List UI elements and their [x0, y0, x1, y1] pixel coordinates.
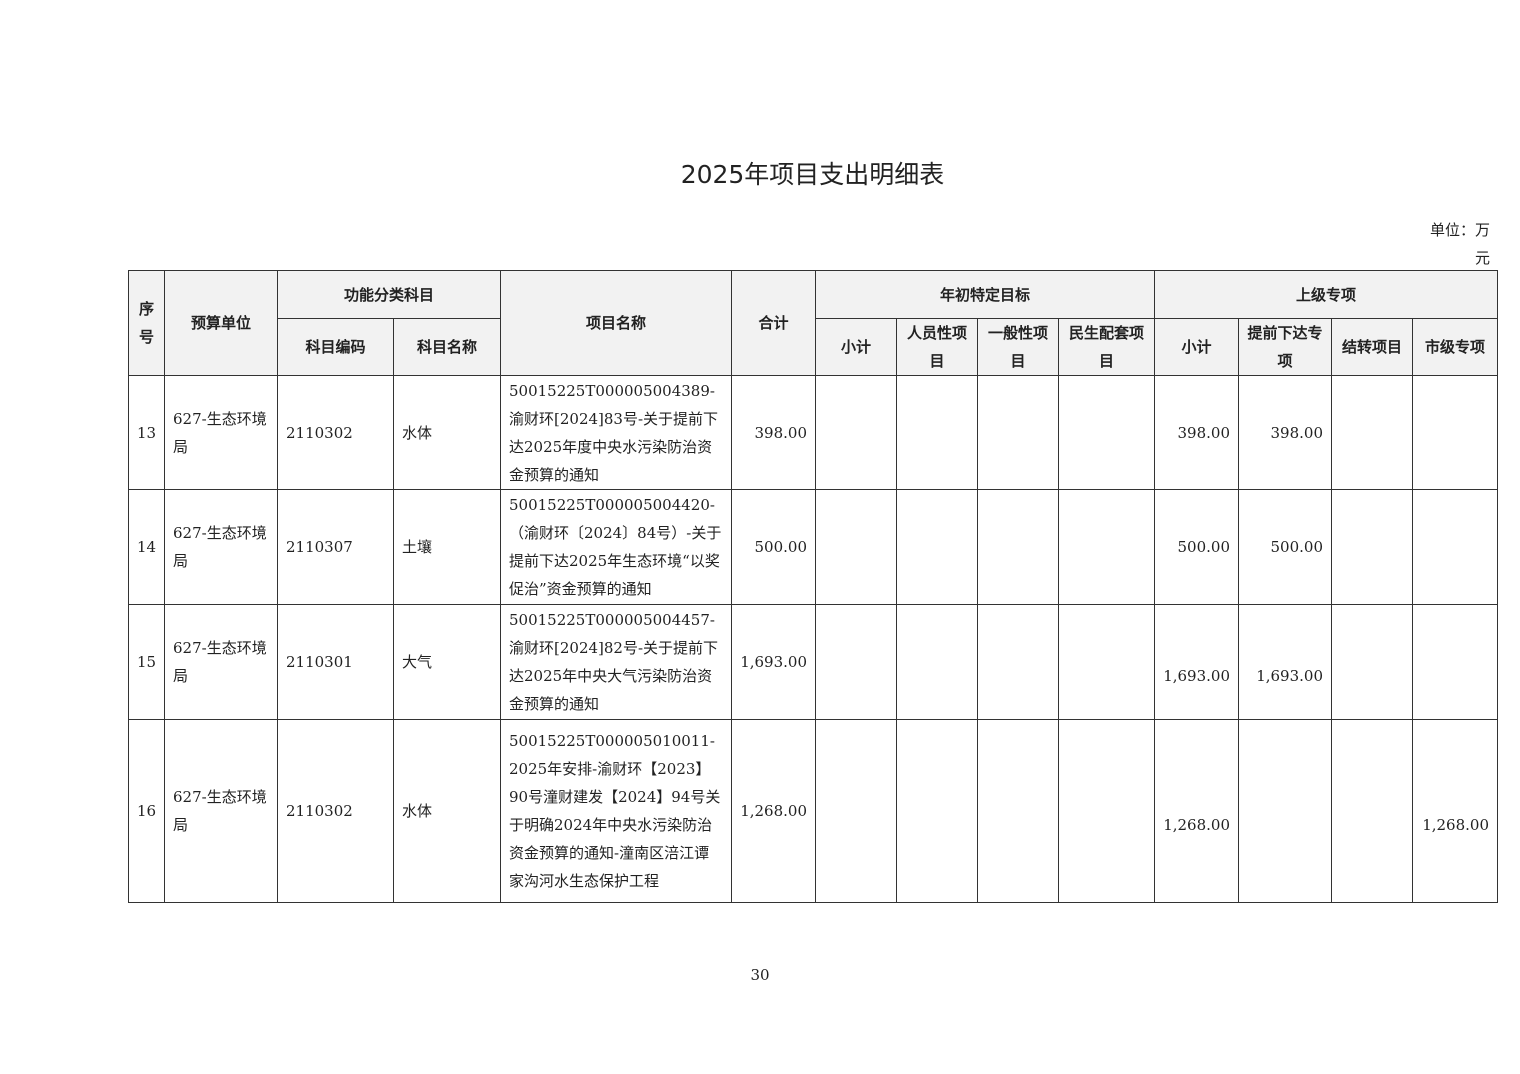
page-number: 30 — [750, 966, 770, 984]
cell-seq: 14 — [128, 489, 165, 605]
cell-u-city — [1412, 375, 1498, 490]
cell-u-carry — [1331, 719, 1413, 903]
cell-u-carry — [1331, 604, 1413, 720]
cell-u-city — [1412, 604, 1498, 720]
cell-code: 2110302 — [277, 375, 394, 490]
header-upper: 上级专项 — [1154, 270, 1498, 319]
cell-t-person — [896, 489, 978, 605]
header-unit: 预算单位 — [164, 270, 278, 376]
cell-unit: 627-生态环境局 — [164, 375, 278, 490]
header-seq: 序号 — [128, 270, 165, 376]
cell-t-general — [977, 604, 1059, 720]
cell-t-sub — [815, 375, 897, 490]
table-row: 14 627-生态环境局 2110307 土壤 50015225T00000500442… — [128, 489, 1498, 605]
cell-total: 1,693.00 — [731, 604, 816, 720]
header-personnel: 人员性项目 — [896, 318, 978, 376]
cell-u-city: 1,268.00 — [1412, 719, 1498, 903]
cell-u-advance: 1,693.00 — [1238, 604, 1332, 720]
cell-t-livelihood — [1058, 604, 1155, 720]
cell-unit: 627-生态环境局 — [164, 719, 278, 903]
cell-project: 50015225T000005004389-渝财环[2024]83号-关于提前下… — [500, 375, 732, 490]
page-title: 2025年项目支出明细表 — [680, 160, 945, 189]
cell-u-advance — [1238, 719, 1332, 903]
cell-total: 500.00 — [731, 489, 816, 605]
unit-label: 单位：万元 — [1429, 221, 1490, 267]
cell-name: 水体 — [393, 719, 501, 903]
cell-unit: 627-生态环境局 — [164, 489, 278, 605]
header-target-subtotal: 小计 — [815, 318, 897, 376]
header-livelihood: 民生配套项目 — [1058, 318, 1155, 376]
cell-project: 50015225T000005004457-渝财环[2024]82号-关于提前下… — [500, 604, 732, 720]
cell-code: 2110302 — [277, 719, 394, 903]
header-name: 科目名称 — [393, 318, 501, 376]
cell-t-sub — [815, 719, 897, 903]
cell-u-sub: 500.00 — [1154, 489, 1239, 605]
header-func: 功能分类科目 — [277, 270, 501, 319]
cell-t-general — [977, 375, 1059, 490]
cell-code: 2110301 — [277, 604, 394, 720]
cell-u-carry — [1331, 489, 1413, 605]
cell-t-person — [896, 719, 978, 903]
cell-code: 2110307 — [277, 489, 394, 605]
table-row: 16 627-生态环境局 2110302 水体 50015225T00000501001… — [128, 719, 1498, 903]
header-general: 一般性项目 — [977, 318, 1059, 376]
header-code: 科目编码 — [277, 318, 394, 376]
cell-t-livelihood — [1058, 489, 1155, 605]
cell-name: 土壤 — [393, 489, 501, 605]
cell-t-person — [896, 375, 978, 490]
cell-seq: 15 — [128, 604, 165, 720]
cell-t-general — [977, 489, 1059, 605]
cell-unit: 627-生态环境局 — [164, 604, 278, 720]
header-target: 年初特定目标 — [815, 270, 1155, 319]
cell-seq: 13 — [128, 375, 165, 490]
cell-project: 50015225T000005004420-（渝财环〔2024〕84号）-关于提… — [500, 489, 732, 605]
cell-u-sub: 398.00 — [1154, 375, 1239, 490]
cell-t-sub — [815, 604, 897, 720]
cell-total: 1,268.00 — [731, 719, 816, 903]
cell-u-sub: 1,268.00 — [1154, 719, 1239, 903]
cell-t-general — [977, 719, 1059, 903]
cell-project: 50015225T000005010011-2025年安排-渝财环【2023】9… — [500, 719, 732, 903]
cell-t-person — [896, 604, 978, 720]
header-upper-subtotal: 小计 — [1154, 318, 1239, 376]
cell-t-livelihood — [1058, 375, 1155, 490]
cell-u-carry — [1331, 375, 1413, 490]
header-project: 项目名称 — [500, 270, 732, 376]
header-total: 合计 — [731, 270, 816, 376]
cell-u-advance: 398.00 — [1238, 375, 1332, 490]
header-city: 市级专项 — [1412, 318, 1498, 376]
cell-t-livelihood — [1058, 719, 1155, 903]
cell-u-advance: 500.00 — [1238, 489, 1332, 605]
table-row: 15 627-生态环境局 2110301 大气 50015225T00000500445… — [128, 604, 1498, 720]
table-row: 13 627-生态环境局 2110302 水体 50015225T00000500438… — [128, 375, 1498, 490]
cell-t-sub — [815, 489, 897, 605]
cell-u-city — [1412, 489, 1498, 605]
cell-seq: 16 — [128, 719, 165, 903]
cell-u-sub: 1,693.00 — [1154, 604, 1239, 720]
cell-name: 水体 — [393, 375, 501, 490]
cell-name: 大气 — [393, 604, 501, 720]
cell-total: 398.00 — [731, 375, 816, 490]
expenditure-table: 序号 预算单位 功能分类科目 项目名称 合计 年初特定目标 上级专项 科目编码 … — [128, 270, 1498, 903]
header-advance: 提前下达专项 — [1238, 318, 1332, 376]
header-carryover: 结转项目 — [1331, 318, 1413, 376]
